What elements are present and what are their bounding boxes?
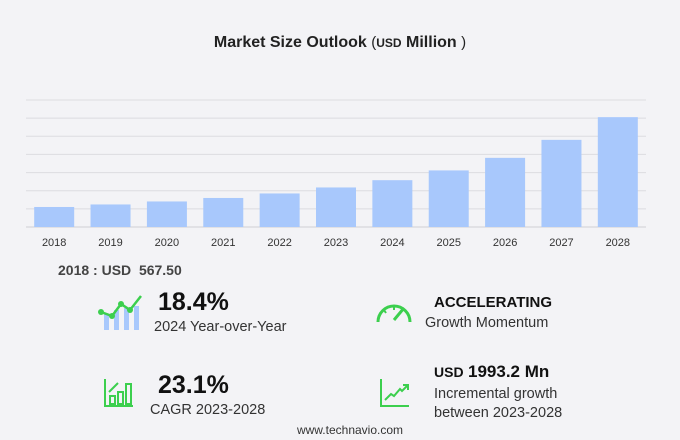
incremental-label-1: Incremental growth bbox=[434, 386, 558, 402]
cagr-label: CAGR 2023-2028 bbox=[150, 402, 266, 418]
chart-title: Market Size Outlook (USD Million ) bbox=[0, 34, 680, 52]
yoy-value: 18.4% bbox=[158, 288, 229, 316]
momentum-value: ACCELERATING bbox=[434, 294, 553, 311]
x-tick-label: 2020 bbox=[155, 237, 179, 249]
incremental-prefix: USD bbox=[434, 364, 464, 380]
growth-chart-icon bbox=[98, 295, 142, 330]
unit-prefix: USD bbox=[376, 36, 402, 50]
bar-2025 bbox=[428, 170, 469, 227]
bar-2018 bbox=[34, 206, 75, 227]
cagr-value: 23.1% bbox=[158, 371, 229, 399]
bar-2022 bbox=[259, 193, 300, 227]
momentum-label: Growth Momentum bbox=[425, 315, 549, 331]
paren-close: ) bbox=[461, 34, 467, 51]
incremental-number: 1993.2 Mn bbox=[468, 362, 550, 381]
base-value-number: 567.50 bbox=[138, 262, 182, 278]
footer-url: www.technavio.com bbox=[296, 423, 404, 437]
bar-2026 bbox=[485, 157, 526, 227]
line-growth-icon bbox=[380, 379, 409, 407]
x-tick-label: 2028 bbox=[606, 237, 630, 249]
bar-2019 bbox=[90, 204, 131, 227]
incremental-value: USD 1993.2 Mn bbox=[434, 362, 549, 382]
bar-2024 bbox=[372, 180, 413, 227]
paren-open: ( bbox=[371, 34, 377, 51]
x-tick-label: 2023 bbox=[324, 237, 348, 249]
yoy-label: 2024 Year-over-Year bbox=[154, 319, 287, 335]
speedometer-icon bbox=[376, 304, 412, 323]
bar-2028 bbox=[597, 117, 638, 227]
base-value: 2018 : USD 567.50 bbox=[58, 262, 182, 278]
x-tick-label: 2018 bbox=[42, 237, 66, 249]
x-tick-label: 2027 bbox=[549, 237, 573, 249]
incremental-label-2: between 2023-2028 bbox=[434, 405, 563, 421]
bar-2020 bbox=[146, 201, 187, 227]
x-tick-label: 2024 bbox=[380, 237, 404, 249]
base-value-label: 2018 : USD bbox=[58, 262, 132, 278]
bar-growth-icon bbox=[104, 379, 133, 407]
bar-2023 bbox=[316, 187, 356, 227]
unit-text: Million bbox=[406, 34, 457, 51]
bar-2027 bbox=[541, 139, 582, 227]
x-tick-label: 2019 bbox=[98, 237, 122, 249]
x-tick-label: 2021 bbox=[211, 237, 235, 249]
bar-chart: 2018 2019 2020 2021 2022 2023 2024 2025 2026 2027… bbox=[26, 99, 646, 249]
x-tick-label: 2022 bbox=[267, 237, 291, 249]
x-tick-label: 2025 bbox=[436, 237, 460, 249]
bar-2021 bbox=[203, 197, 244, 227]
title-text: Market Size Outlook bbox=[213, 34, 367, 51]
x-tick-label: 2026 bbox=[493, 237, 517, 249]
